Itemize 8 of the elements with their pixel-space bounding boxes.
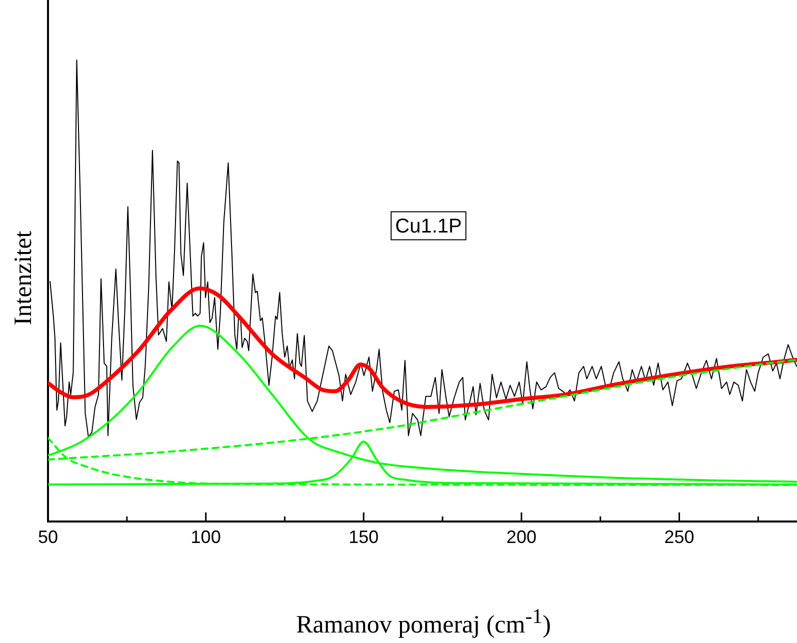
x-tick-label: 50: [38, 527, 58, 548]
annotation: Cu1.1P: [395, 215, 462, 238]
x-axis-title: Ramanov pomeraj (cm$^{-1}$): [295, 604, 552, 640]
x-tick-label: 150: [348, 527, 379, 548]
x-tick-label: 100: [190, 527, 221, 548]
y-axis-title: Intenzitet: [10, 230, 38, 326]
x-tick-label: 200: [506, 527, 536, 548]
x-tick-label: 250: [664, 527, 694, 548]
